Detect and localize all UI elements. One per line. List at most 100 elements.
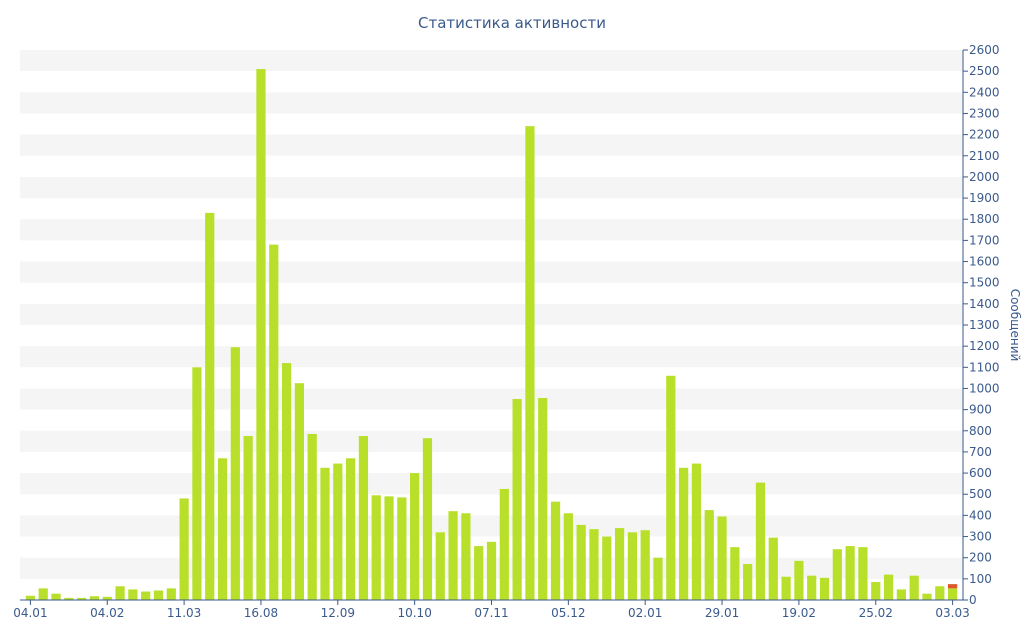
x-tick-label: 29.01 [705,606,739,620]
bar [179,498,189,600]
bar [153,590,164,600]
bar [871,582,881,600]
bar [243,436,253,600]
bar [717,516,727,600]
grid-band [20,261,963,283]
x-axis: 04.01 04.02 11.03 16.08 12.09 10.10 07.11 05.12… [13,599,970,620]
y-tick-label: 2100 [969,149,1000,163]
y-tick-label: 600 [969,466,992,480]
bar [563,513,573,600]
bar [896,589,906,600]
bar [307,433,317,600]
x-tick-label: 11.03 [167,606,201,620]
bar [807,575,817,600]
bar [102,596,112,600]
x-tick-label: 04.02 [90,606,124,620]
y-tick-label: 1500 [969,276,1000,290]
x-tick-label: 16.08 [244,606,278,620]
bar [77,597,87,600]
bar [550,501,561,600]
bar [269,244,279,600]
bar [25,595,36,600]
bar [115,586,125,600]
bar [743,564,753,600]
y-axis: 0 100 200 300 400 500 600 700 800 900 1000 1100 1200… [962,43,1000,607]
y-tick-label: 2200 [969,128,1000,142]
bar [51,593,61,600]
chart-title: Статистика активности [418,14,606,32]
bar [679,467,689,600]
bar [589,529,599,600]
bar [935,586,945,600]
x-tick-label: 12.09 [321,606,355,620]
bar [538,397,548,600]
bar [64,597,74,600]
bar [666,375,676,600]
grid-band [20,388,963,410]
bar [166,588,176,600]
grid-band [20,134,963,156]
bar [38,588,48,600]
bar [281,363,292,600]
bar [397,497,407,600]
y-tick-label: 0 [969,593,977,607]
x-tick-label: 03.03 [935,606,969,620]
bar [89,596,100,600]
bar [358,436,369,600]
bar [627,532,638,600]
grid-bands [20,50,963,579]
y-tick-label: 2000 [969,170,1000,184]
bar [333,463,343,600]
bar-series [25,69,958,601]
bar [653,557,663,600]
bar [217,458,228,600]
y-tick-label: 1600 [969,255,1000,269]
y-tick-label: 1900 [969,191,1000,205]
y-tick-label: 100 [969,572,992,586]
bar [832,549,842,600]
bar [461,513,471,600]
grid-band [20,430,963,452]
bar [768,537,778,600]
bar [947,588,958,600]
y-tick-label: 1700 [969,233,1000,247]
grid-band [20,92,963,114]
grid-band [20,50,963,72]
bar [794,560,804,600]
y-tick-label: 800 [969,424,992,438]
grid-band [20,346,963,368]
bar [845,546,855,600]
grid-band [20,515,963,537]
bar [909,575,919,600]
bar [422,438,433,600]
bar [499,488,509,600]
x-tick-label: 07.11 [474,606,508,620]
y-tick-label: 1400 [969,297,1000,311]
y-tick-label: 1200 [969,339,1000,353]
bar [883,574,894,600]
highlight-bar-segment [947,584,958,589]
bar [256,69,266,601]
bar [384,496,394,600]
y-tick-label: 1000 [969,381,1000,395]
bar [230,347,240,600]
bar [320,467,330,600]
bar [525,126,535,601]
grid-band [20,303,963,325]
bar [371,495,381,600]
y-tick-label: 300 [969,530,992,544]
y-tick-label: 2300 [969,106,1000,120]
bar [205,212,215,600]
x-tick-label: 10.10 [397,606,431,620]
bar [614,528,625,600]
x-tick-label: 02.01 [628,606,662,620]
bar [640,530,650,600]
bar [730,547,740,600]
bar [602,536,612,600]
bar [858,547,868,600]
bar [704,510,714,600]
y-tick-label: 400 [969,508,992,522]
y-tick-label: 2500 [969,64,1000,78]
